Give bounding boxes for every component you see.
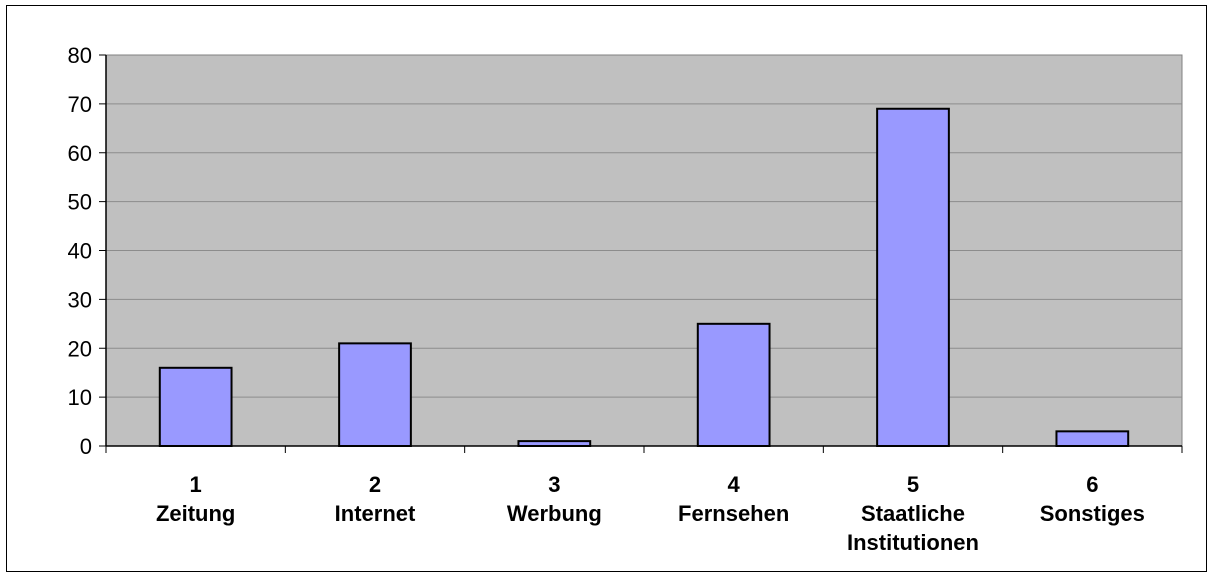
x-category-label: Werbung: [507, 501, 602, 526]
x-category-label: 2: [369, 472, 381, 497]
x-category-label: 3: [548, 472, 560, 497]
bar-6: [1055, 430, 1130, 447]
bar-4: [696, 322, 771, 447]
bar-1: [158, 366, 233, 447]
y-tick-label: 0: [80, 434, 92, 459]
y-tick-label: 50: [68, 190, 92, 215]
x-category-label: Institutionen: [847, 530, 979, 555]
y-tick-label: 60: [68, 141, 92, 166]
x-category-label: 6: [1086, 472, 1098, 497]
x-category-label: Staatliche: [861, 501, 965, 526]
x-category-label: Sonstiges: [1040, 501, 1145, 526]
x-category-label: 4: [728, 472, 741, 497]
y-tick-label: 30: [68, 287, 92, 312]
x-category-label: 5: [907, 472, 919, 497]
y-tick-label: 80: [68, 43, 92, 68]
bar-5: [876, 107, 950, 447]
y-tick-label: 10: [68, 385, 92, 410]
x-category-label: Internet: [335, 501, 416, 526]
y-tick-label: 20: [68, 336, 92, 361]
x-category-label: 1: [190, 472, 202, 497]
y-tick-label: 70: [68, 92, 92, 117]
bar-2: [338, 342, 412, 447]
x-category-label: Fernsehen: [678, 501, 789, 526]
y-tick-label: 40: [68, 239, 92, 264]
x-category-label: Zeitung: [156, 501, 235, 526]
